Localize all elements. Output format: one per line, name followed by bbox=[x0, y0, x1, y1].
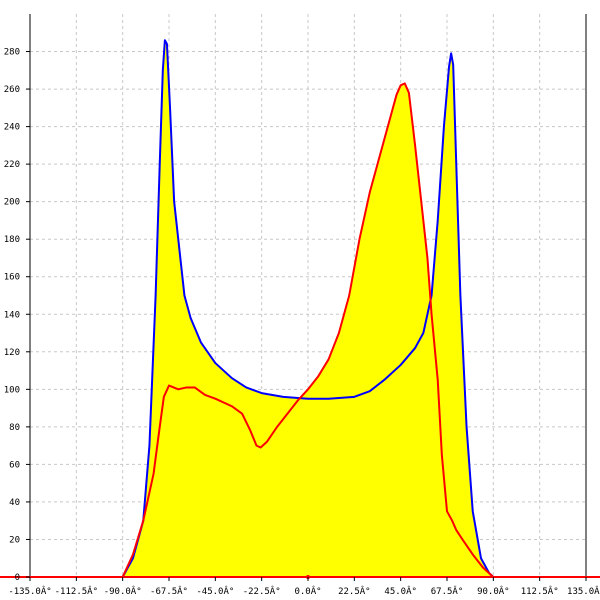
x-tick-label: 67.5Â° bbox=[431, 585, 464, 597]
y-tick-label: 200 bbox=[4, 198, 20, 208]
x-tick-label: 90.0Â° bbox=[477, 585, 510, 597]
series-line bbox=[30, 82, 586, 578]
tick-labels: -135.0Â° -112.5Â° -90.0Â° -67.5Â° -45.0Â° -22… bbox=[4, 48, 600, 597]
x-tick-label: 0.0Â° bbox=[294, 585, 321, 597]
x-tick-label: -90.0Â° bbox=[104, 585, 142, 597]
y-tick-label: 20 bbox=[9, 535, 20, 545]
y-tick-label: 120 bbox=[4, 348, 20, 358]
y-tick-label: 100 bbox=[4, 385, 20, 395]
y-tick-label: 0 bbox=[15, 573, 20, 583]
series-line bbox=[30, 39, 586, 578]
x-tick-label: 112.5Â° bbox=[521, 585, 559, 597]
x-tick-label: -135.0Â° bbox=[8, 585, 51, 597]
y-tick-label: 140 bbox=[4, 310, 20, 320]
x-tick-label: 22.5Â° bbox=[338, 585, 371, 597]
x-tick-label: 45.0Â° bbox=[384, 585, 417, 597]
y-tick-label: 180 bbox=[4, 235, 20, 245]
y-tick-label: 60 bbox=[9, 460, 20, 470]
series-area bbox=[30, 83, 586, 577]
y-tick-label: 260 bbox=[4, 85, 20, 95]
y-tick-label: 40 bbox=[9, 498, 20, 508]
x-tick-label: -67.5Â° bbox=[150, 585, 188, 597]
x-tick-label: -45.0Â° bbox=[196, 585, 234, 597]
y-tick-label: 240 bbox=[4, 123, 20, 133]
x-tick-label: -22.5Â° bbox=[243, 585, 281, 597]
series-lines bbox=[30, 39, 586, 578]
y-tick-label: 220 bbox=[4, 160, 20, 170]
y-tick-label: 160 bbox=[4, 273, 20, 283]
area-fill bbox=[30, 40, 586, 578]
x-tick-label: -112.5Â° bbox=[55, 585, 98, 597]
axes bbox=[0, 14, 600, 581]
y-tick-label: 280 bbox=[4, 48, 20, 58]
x-tick-label: 135.0Â° bbox=[567, 585, 600, 597]
y-tick-label: 80 bbox=[9, 423, 20, 433]
